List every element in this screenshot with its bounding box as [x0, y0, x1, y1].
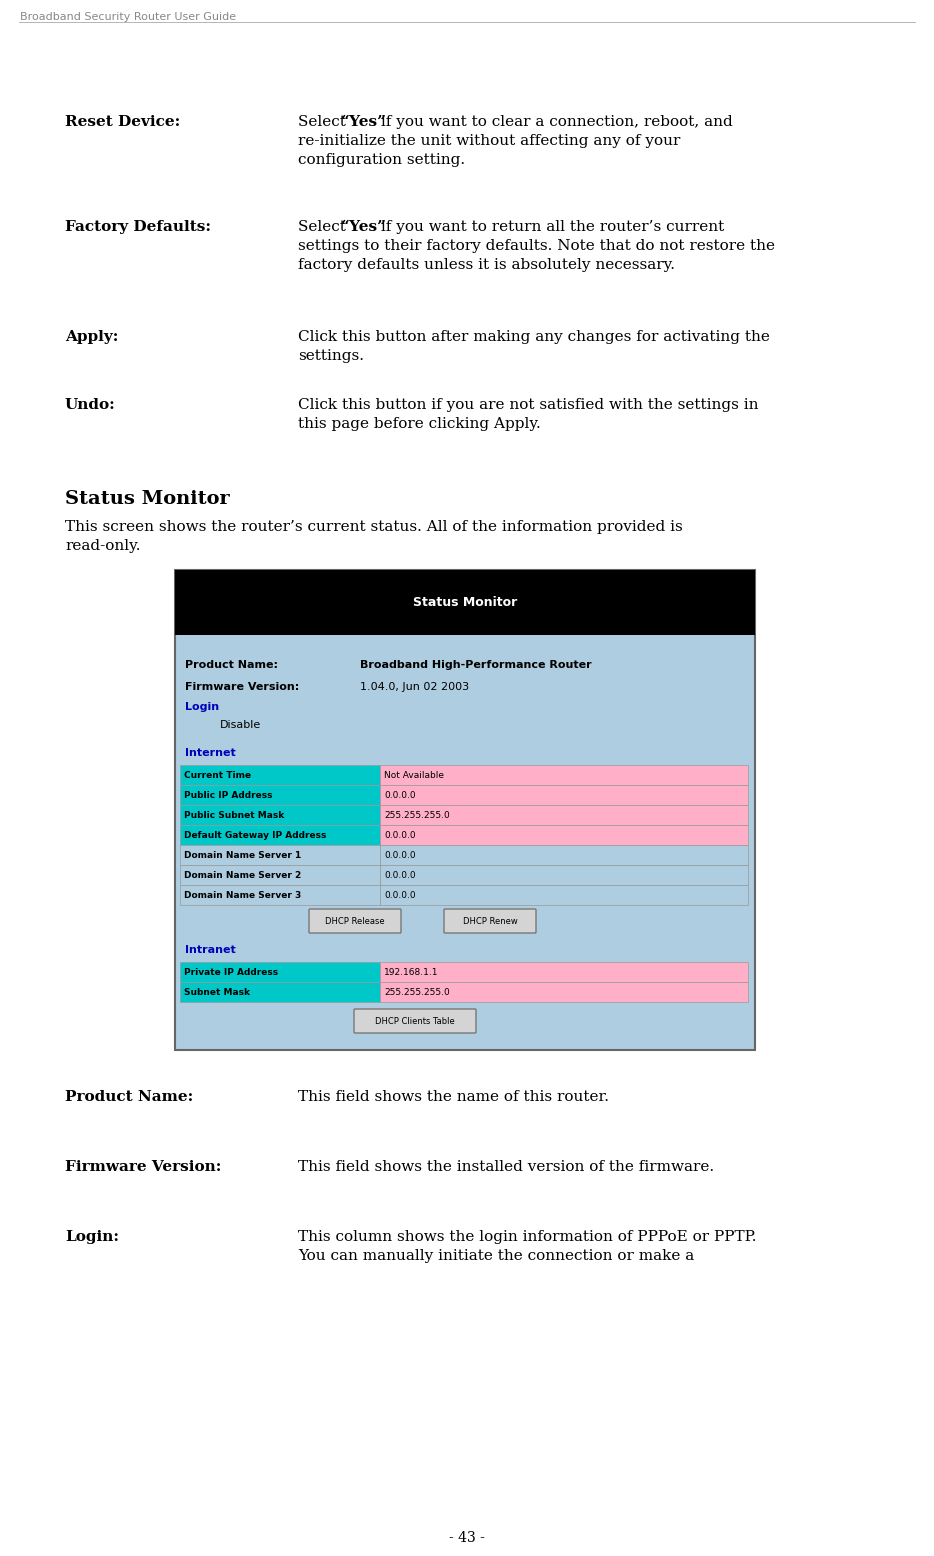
Text: Click this button if you are not satisfied with the settings in: Click this button if you are not satisfi… [298, 398, 758, 412]
Text: Subnet Mask: Subnet Mask [184, 988, 250, 996]
Text: if you want to return all the router’s current: if you want to return all the router’s c… [375, 219, 724, 233]
Text: 255.255.255.0: 255.255.255.0 [384, 811, 450, 820]
Text: DHCP Release: DHCP Release [325, 916, 385, 926]
Text: Click this button after making any changes for activating the: Click this button after making any chang… [298, 330, 770, 344]
Bar [380, 845, 748, 865]
Text: Undo:: Undo: [65, 398, 116, 412]
Text: factory defaults unless it is absolutely necessary.: factory defaults unless it is absolutely… [298, 258, 675, 272]
Text: settings to their factory defaults. Note that do not restore the: settings to their factory defaults. Note… [298, 240, 775, 254]
Text: DHCP Renew: DHCP Renew [462, 916, 517, 926]
Text: 1.04.0, Jun 02 2003: 1.04.0, Jun 02 2003 [360, 682, 469, 692]
Text: Select: Select [298, 115, 351, 129]
FancyBboxPatch shape [444, 909, 536, 934]
Text: Status Monitor: Status Monitor [65, 490, 230, 507]
Text: This field shows the name of this router.: This field shows the name of this router… [298, 1091, 609, 1105]
Text: Firmware Version:: Firmware Version: [185, 682, 299, 692]
Text: Not Available: Not Available [384, 770, 444, 780]
Bar [180, 825, 380, 845]
Bar [380, 784, 748, 804]
Bar [380, 865, 748, 885]
Bar [180, 962, 380, 982]
Text: Apply:: Apply: [65, 330, 119, 344]
Text: This field shows the installed version of the firmware.: This field shows the installed version o… [298, 1161, 715, 1173]
Text: Domain Name Server 2: Domain Name Server 2 [184, 870, 302, 879]
Text: this page before clicking Apply.: this page before clicking Apply. [298, 417, 541, 431]
Text: Default Gateway IP Address: Default Gateway IP Address [184, 831, 326, 840]
Text: 0.0.0.0: 0.0.0.0 [384, 790, 416, 800]
Bar [380, 825, 748, 845]
Text: “Yes”: “Yes” [341, 219, 387, 233]
Text: Public Subnet Mask: Public Subnet Mask [184, 811, 284, 820]
Text: Public IP Address: Public IP Address [184, 790, 273, 800]
Text: Factory Defaults:: Factory Defaults: [65, 219, 211, 233]
Text: 0.0.0.0: 0.0.0.0 [384, 890, 416, 899]
Bar [175, 569, 755, 1050]
Bar [180, 865, 380, 885]
Bar [380, 885, 748, 906]
Text: Disable: Disable [220, 720, 262, 730]
Text: Select: Select [298, 219, 351, 233]
Text: re-initialize the unit without affecting any of your: re-initialize the unit without affecting… [298, 134, 680, 148]
Text: Product Name:: Product Name: [185, 660, 278, 671]
Bar [180, 766, 380, 784]
Bar [380, 982, 748, 1002]
Bar [180, 845, 380, 865]
Text: Login: Login [185, 702, 219, 713]
Text: 0.0.0.0: 0.0.0.0 [384, 851, 416, 859]
Text: 255.255.255.0: 255.255.255.0 [384, 988, 450, 996]
Text: 192.168.1.1: 192.168.1.1 [384, 968, 438, 977]
Text: Internet: Internet [185, 748, 235, 758]
FancyBboxPatch shape [309, 909, 401, 934]
Text: if you want to clear a connection, reboot, and: if you want to clear a connection, reboo… [375, 115, 732, 129]
Text: settings.: settings. [298, 349, 364, 363]
Text: Firmware Version:: Firmware Version: [65, 1161, 221, 1173]
Text: 0.0.0.0: 0.0.0.0 [384, 870, 416, 879]
Text: Reset Device:: Reset Device: [65, 115, 180, 129]
Text: read-only.: read-only. [65, 538, 140, 552]
Text: Current Time: Current Time [184, 770, 251, 780]
Bar [180, 804, 380, 825]
Text: 0.0.0.0: 0.0.0.0 [384, 831, 416, 840]
Text: DHCP Clients Table: DHCP Clients Table [375, 1016, 455, 1025]
Text: Status Monitor: Status Monitor [413, 596, 517, 608]
Bar [175, 569, 755, 635]
FancyBboxPatch shape [354, 1008, 476, 1033]
Text: “Yes”: “Yes” [341, 115, 387, 129]
Text: Intranet: Intranet [185, 944, 235, 955]
Text: Domain Name Server 1: Domain Name Server 1 [184, 851, 302, 859]
Bar [180, 885, 380, 906]
Text: Domain Name Server 3: Domain Name Server 3 [184, 890, 302, 899]
Bar [380, 804, 748, 825]
Text: Private IP Address: Private IP Address [184, 968, 278, 977]
Text: Product Name:: Product Name: [65, 1091, 193, 1105]
Bar [380, 962, 748, 982]
Bar [380, 766, 748, 784]
Text: Broadband Security Router User Guide: Broadband Security Router User Guide [20, 12, 236, 22]
Text: - 43 -: - 43 - [449, 1531, 485, 1545]
Text: This column shows the login information of PPPoE or PPTP.: This column shows the login information … [298, 1229, 757, 1243]
Text: Login:: Login: [65, 1229, 119, 1243]
Text: Broadband High-Performance Router: Broadband High-Performance Router [360, 660, 591, 671]
Bar [180, 784, 380, 804]
Text: This screen shows the router’s current status. All of the information provided i: This screen shows the router’s current s… [65, 520, 683, 534]
Text: configuration setting.: configuration setting. [298, 152, 465, 166]
Text: You can manually initiate the connection or make a: You can manually initiate the connection… [298, 1249, 694, 1263]
Bar [180, 982, 380, 1002]
